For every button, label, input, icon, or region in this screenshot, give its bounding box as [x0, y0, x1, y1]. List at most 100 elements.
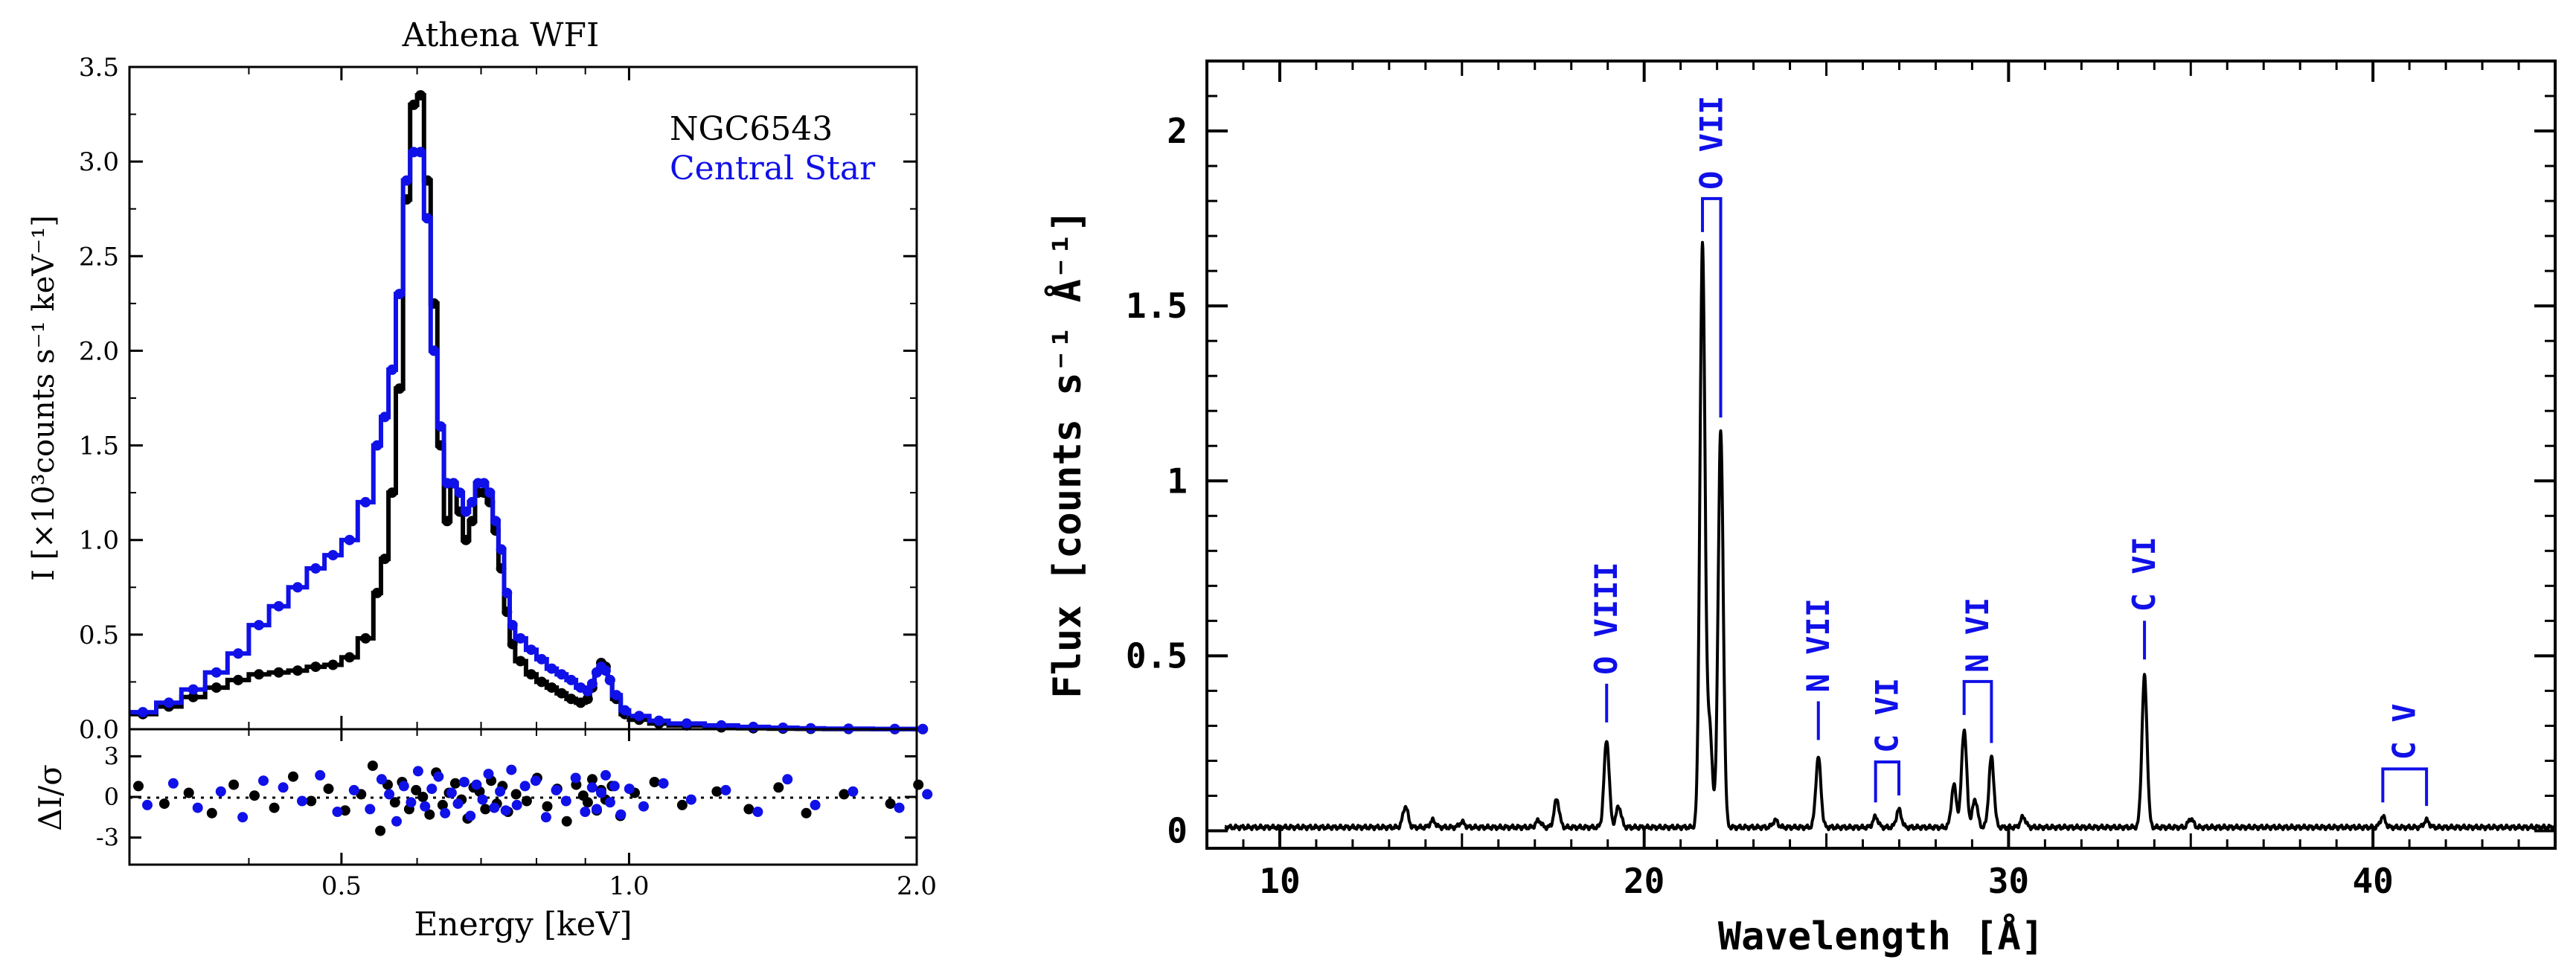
residual-point — [922, 789, 933, 800]
residual-point — [615, 809, 627, 820]
data-point — [188, 691, 199, 702]
annotation-label: N VI — [1959, 598, 1996, 673]
residual-point — [743, 804, 754, 815]
residual-point — [540, 812, 551, 823]
panel-a-ylabel: I [×10³counts s⁻¹ keV⁻¹] — [27, 215, 61, 581]
x-tick-label: 2.0 — [897, 871, 937, 901]
residual-point — [389, 797, 400, 808]
data-point — [565, 693, 577, 705]
data-point — [233, 648, 244, 659]
data-point — [502, 587, 513, 598]
residual-point — [638, 801, 649, 812]
annotation-label: C VI — [2126, 536, 2162, 612]
line-annotation: N VII — [1800, 598, 1836, 740]
residual-point — [339, 805, 350, 816]
residual-point — [288, 771, 298, 782]
y-tick-label: 0.0 — [79, 715, 119, 745]
data-point — [163, 697, 174, 708]
panel-b-ylabel: ΔI/σ — [32, 764, 68, 831]
residual-point — [676, 799, 688, 810]
residual-point — [215, 786, 226, 797]
data-point — [233, 674, 244, 685]
y-tick-label: 0 — [1167, 810, 1188, 851]
data-point — [448, 478, 459, 489]
data-point — [525, 644, 536, 656]
residual-point — [580, 807, 591, 817]
annotation-bracket — [2381, 767, 2429, 807]
residual-point — [489, 802, 500, 813]
data-point — [138, 707, 148, 718]
y-tick-label: 1.5 — [1126, 286, 1188, 326]
annotation-bracket — [1701, 196, 1723, 418]
residual-point — [551, 784, 562, 795]
residual-point — [449, 778, 461, 789]
residual-point — [773, 782, 784, 793]
residual-point — [365, 804, 376, 815]
data-point — [415, 90, 426, 101]
residual-point — [440, 807, 451, 819]
data-point — [515, 632, 526, 644]
residual-point — [258, 775, 269, 787]
data-point — [507, 638, 518, 650]
annotation-label: O VII — [1693, 95, 1729, 189]
residual-point — [406, 797, 417, 808]
y-tick-label: 0.5 — [79, 621, 119, 650]
data-point — [360, 632, 371, 644]
x-tick-label: 1.0 — [609, 871, 649, 901]
data-point — [582, 693, 593, 705]
data-point — [273, 600, 284, 612]
residual-point — [192, 802, 203, 813]
data-point — [408, 99, 419, 110]
residual-point — [398, 781, 409, 792]
data-point — [604, 674, 615, 685]
data-point — [292, 665, 303, 676]
residual-point — [495, 786, 506, 797]
residual-point — [521, 795, 532, 807]
residual-point — [477, 794, 488, 805]
line-annotation: C VI — [1868, 678, 1905, 803]
x-tick-label: 40 — [2352, 861, 2393, 901]
residual-point — [278, 782, 289, 793]
spectrum-line — [1224, 240, 2557, 832]
data-point — [435, 421, 446, 432]
residual-series-ngc6543 — [133, 760, 924, 836]
residual-point — [376, 774, 387, 785]
residual-point — [167, 778, 179, 789]
residual-point — [894, 802, 905, 813]
data-point — [536, 653, 547, 664]
data-point — [292, 582, 303, 593]
line-annotation: C VI — [2126, 536, 2162, 660]
residual-point — [839, 789, 850, 800]
data-point — [360, 496, 371, 507]
residual-point — [600, 769, 611, 781]
data-point — [467, 516, 478, 527]
residual-point — [801, 807, 812, 819]
data-point — [441, 516, 452, 527]
data-point — [379, 411, 391, 423]
residual-point — [323, 784, 334, 795]
data-point — [387, 364, 397, 375]
residual-point — [530, 775, 541, 787]
data-point — [611, 690, 622, 701]
x-tick-label: 30 — [1988, 861, 2029, 901]
residual-point — [315, 769, 326, 781]
y-tick-label: 2.0 — [79, 336, 119, 366]
residual-point — [297, 795, 307, 807]
residual-point — [658, 778, 669, 789]
legend-central-star: Central Star — [670, 150, 876, 188]
residual-point — [306, 795, 317, 807]
panel-a-xlabel: Energy [keV] — [414, 906, 632, 944]
residual-point — [348, 784, 359, 795]
residual-point — [458, 777, 470, 787]
data-point — [556, 688, 567, 699]
residual-point — [471, 779, 482, 790]
y-tick-label: 2.5 — [79, 242, 119, 272]
data-point — [211, 667, 222, 678]
residual-point — [384, 789, 395, 800]
residual-point — [433, 771, 444, 782]
y-tick-label: 1.0 — [79, 526, 119, 556]
residual-point — [367, 760, 378, 772]
residual-point — [885, 798, 896, 810]
data-point — [327, 550, 339, 561]
panel-c-xlabel: Wavelength [Å] — [1718, 914, 2044, 959]
